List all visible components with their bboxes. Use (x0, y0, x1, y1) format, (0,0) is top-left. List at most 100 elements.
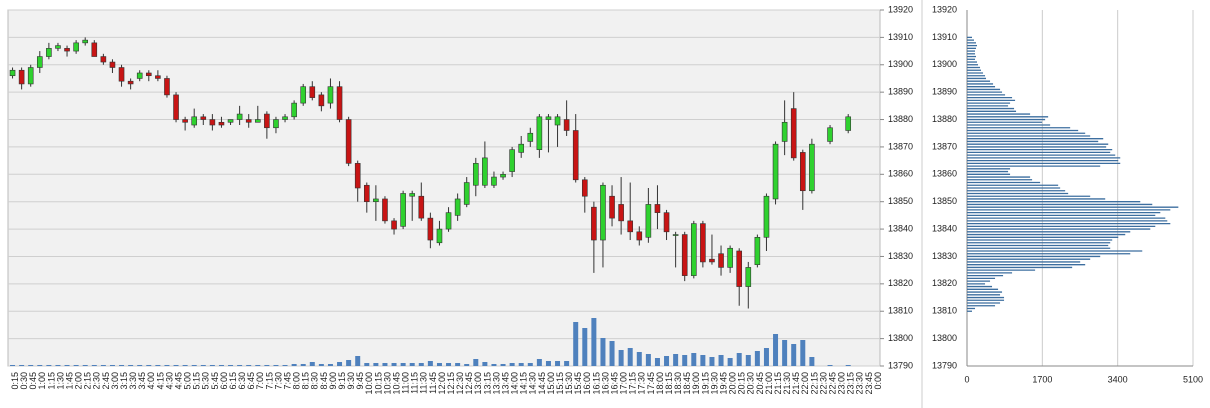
volume-bar (200, 365, 206, 366)
y-tick-label: 13880 (932, 114, 957, 124)
volume-bar (609, 341, 615, 366)
volume-bar (555, 361, 561, 366)
y-tick-label: 13850 (888, 196, 913, 206)
x-tick-label: 14:15 (519, 372, 529, 395)
x-tick-label: 1700 (1032, 374, 1052, 384)
candle-body (309, 86, 316, 98)
x-tick-label: 0:45 (28, 372, 38, 390)
volume-bar (182, 365, 188, 366)
x-tick-label: 22:00 (800, 372, 810, 395)
x-tick-label: 5100 (1183, 374, 1203, 384)
candle-body (654, 204, 661, 213)
x-tick-label: 1:00 (37, 372, 47, 390)
x-tick-label: 18:00 (655, 372, 665, 395)
candle-body (73, 42, 79, 52)
x-tick-label: 16:15 (591, 372, 601, 395)
y-tick-label: 13920 (888, 4, 913, 14)
candle-body (845, 116, 852, 131)
y-tick-label: 13890 (888, 87, 913, 97)
x-tick-label: 16:45 (609, 372, 619, 395)
volume-bar (173, 365, 179, 366)
candle-body (209, 119, 216, 126)
candle-body (318, 94, 325, 107)
candle-body (672, 234, 679, 236)
y-tick-label: 13850 (932, 196, 957, 206)
x-tick-label: 21:30 (782, 372, 792, 395)
x-tick-label: 15:15 (555, 372, 565, 395)
candle-body (227, 119, 234, 123)
candle-body (763, 195, 770, 238)
candle-body (527, 132, 534, 142)
x-tick-label: 20:30 (746, 372, 756, 395)
y-tick-label: 13890 (932, 87, 957, 97)
volume-bar (827, 365, 833, 366)
candle-body (482, 157, 488, 186)
volume-bar (209, 365, 215, 366)
x-tick-label: 20:45 (755, 372, 765, 395)
candle-body (345, 119, 352, 164)
candle-body (391, 220, 397, 230)
candle-body (509, 149, 515, 172)
candle-body (581, 179, 588, 197)
x-tick-label: 6:30 (237, 372, 247, 390)
candle-body (18, 69, 25, 85)
x-tick-label: 7:45 (282, 372, 292, 390)
volume-bar (100, 365, 106, 366)
volume-bar (527, 363, 533, 366)
volume-bar (346, 360, 352, 366)
volume-bar (10, 365, 16, 366)
volume-bar (218, 365, 224, 366)
candle-body (809, 143, 815, 192)
candle-body (718, 253, 724, 268)
y-tick-label: 13900 (888, 59, 913, 69)
candle-body (445, 212, 452, 230)
volume-bar (73, 365, 79, 366)
x-tick-label: 23:15 (846, 372, 856, 395)
candle-body (382, 198, 388, 222)
volume-bar (800, 340, 806, 366)
candle-body (627, 220, 634, 233)
candle-body (736, 250, 743, 287)
y-tick-label: 13790 (888, 360, 913, 370)
x-tick-label: 18:15 (664, 372, 674, 395)
candle-body (554, 116, 561, 126)
volume-bar (146, 365, 152, 366)
volume-bar (582, 328, 588, 366)
volume-bar (400, 363, 406, 366)
y-tick-label: 13920 (932, 4, 957, 14)
volume-bar (845, 365, 851, 366)
x-tick-label: 18:45 (682, 372, 692, 395)
plot-background (7, 9, 881, 367)
volume-bar (518, 363, 524, 366)
volume-bar (709, 357, 715, 366)
y-tick-label: 13800 (932, 333, 957, 343)
x-tick-label: 15:45 (573, 372, 583, 395)
volume-bar (763, 348, 769, 366)
candle-body (799, 152, 806, 192)
x-tick-label: 9:45 (355, 372, 365, 390)
volume-bar (237, 365, 243, 366)
x-tick-label: 5:45 (210, 372, 220, 390)
candle-body (600, 184, 606, 241)
x-tick-label: 8:00 (292, 372, 302, 390)
x-tick-label: 23:30 (855, 372, 865, 395)
candle-body (36, 56, 43, 68)
candle-body (109, 61, 116, 68)
volume-bar (491, 364, 497, 366)
volume-bar (300, 364, 306, 366)
x-tick-label: 5:00 (183, 372, 193, 390)
volume-bar (364, 363, 370, 366)
x-tick-label: 15:00 (546, 372, 556, 395)
volume-bar (373, 363, 379, 366)
candle-body (409, 193, 416, 197)
x-tick-label: 6:00 (219, 372, 229, 390)
x-tick-label: 16:30 (600, 372, 610, 395)
volume-bar (291, 364, 297, 366)
candle-body (663, 212, 670, 233)
x-tick-label: 22:15 (809, 372, 819, 395)
candle-body (700, 223, 706, 263)
candle-body (327, 86, 334, 104)
candle-body (82, 39, 89, 44)
volume-bar (391, 363, 397, 366)
candle-body (827, 127, 833, 142)
